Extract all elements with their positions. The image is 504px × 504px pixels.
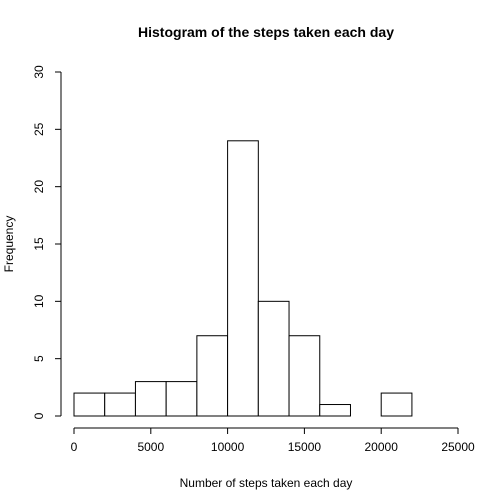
y-tick-label: 20 (32, 180, 46, 194)
y-axis: 0 5 10 15 20 25 30 (32, 65, 62, 419)
y-axis-label: Frequency (2, 216, 16, 273)
x-tick-label: 15000 (288, 440, 322, 454)
x-tick-label: 25000 (441, 440, 475, 454)
histogram-bar (288, 335, 321, 417)
chart-title: Histogram of the steps taken each day (138, 24, 394, 40)
y-tick-label: 25 (32, 122, 46, 136)
x-tick-label: 20000 (365, 440, 399, 454)
histogram-bar (134, 381, 167, 417)
y-tick-label: 30 (32, 65, 46, 79)
x-tick-label: 10000 (211, 440, 245, 454)
histogram-bar (257, 300, 290, 417)
histogram-bar (73, 392, 106, 417)
histogram-bar (380, 392, 413, 417)
bars-group (73, 140, 413, 417)
histogram-bar (227, 140, 259, 417)
x-axis-label: Number of steps taken each day (180, 476, 353, 490)
histogram-bar (165, 381, 198, 417)
histogram-bar (319, 404, 351, 417)
y-tick-label: 10 (32, 294, 46, 308)
histogram-bar (196, 335, 229, 417)
x-axis: 0 5000 10000 15000 20000 25000 (71, 427, 475, 454)
x-tick-label: 5000 (137, 440, 164, 454)
y-tick-label: 5 (32, 355, 46, 362)
y-tick-label: 15 (32, 237, 46, 251)
x-tick-label: 0 (71, 440, 78, 454)
histogram-bar (104, 392, 136, 417)
y-tick-label: 0 (32, 412, 46, 419)
